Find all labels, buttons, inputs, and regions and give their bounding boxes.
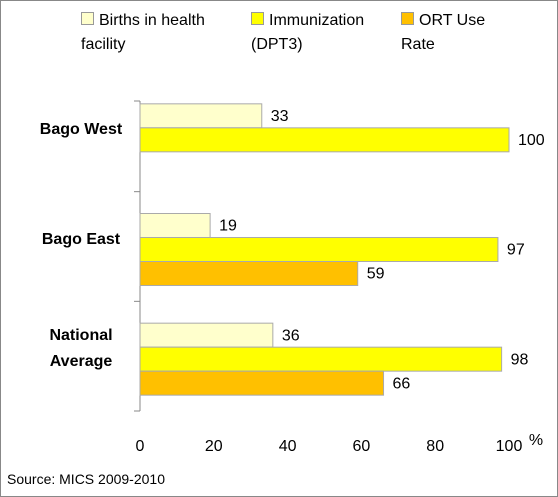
bar: [139, 103, 263, 129]
data-label: 100: [518, 132, 545, 149]
data-label: 59: [367, 266, 385, 283]
data-label: 98: [511, 351, 529, 368]
legend-item: Births in health facility: [81, 9, 231, 57]
legend-swatch: [251, 12, 264, 25]
data-label: 97: [507, 242, 525, 259]
data-label: 66: [393, 375, 411, 392]
x-tick-label: 60: [353, 438, 371, 455]
legend-swatch: [81, 12, 94, 25]
legend-label: ORT Use Rate: [401, 12, 486, 53]
legend-label: Immunization (DPT3): [251, 12, 365, 53]
category-label: National Average: [49, 327, 113, 371]
data-label: 33: [271, 108, 289, 125]
bar: [139, 346, 503, 372]
data-label: 36: [282, 327, 300, 344]
x-unit: %: [529, 432, 543, 449]
x-tick-label: 100: [496, 438, 523, 455]
x-tick-label: 0: [136, 438, 145, 455]
category-label: Bago West: [39, 120, 123, 138]
bar: [139, 237, 499, 262]
x-tick-label: 80: [426, 438, 444, 455]
x-tick-label: 40: [279, 438, 297, 455]
legend-item: Immunization (DPT3): [251, 9, 396, 57]
x-tick-label: 20: [205, 438, 223, 455]
source: Source: MICS 2009-2010: [7, 471, 165, 487]
legend-swatch: [401, 12, 414, 25]
bar: [139, 322, 274, 348]
bar: [139, 213, 211, 238]
legend-item: ORT Use Rate: [401, 9, 511, 57]
bar: [139, 370, 385, 396]
category-label: Bago East: [41, 230, 121, 248]
data-label: 19: [219, 218, 237, 235]
legend-label: Births in health facility: [81, 12, 205, 53]
bar: [139, 127, 510, 153]
bar: [139, 261, 359, 286]
